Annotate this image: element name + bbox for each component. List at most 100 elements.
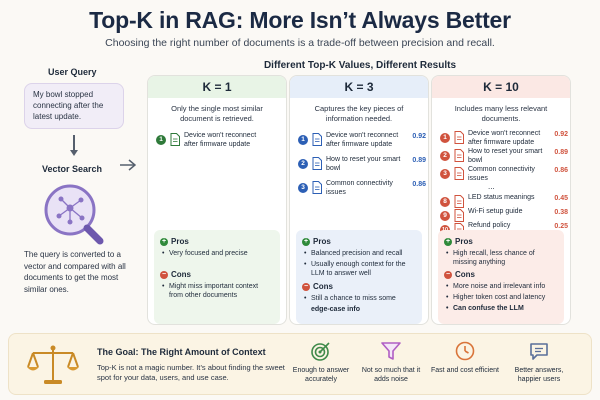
document-item: 9 Wi-Fi setup guide 0.38 [440,208,568,228]
minus-icon: − [160,270,168,279]
pros-heading: + Pros [302,237,331,246]
similarity-score: 0.89 [554,149,568,156]
rank-badge: 2 [298,159,308,169]
goal-title: The Goal: The Right Amount of Context [97,347,266,357]
document-title: How to reset your smart bowl [468,148,543,164]
document-icon [454,149,464,162]
pros-cons-panel: +Pros Very focused and precise −Cons Mig… [154,230,280,324]
document-list: 1 Device won't reconnect after firmware … [432,130,570,238]
page-title: Top-K in RAG: More Isn’t Always Better [89,7,511,33]
document-icon [312,133,322,146]
document-item: 3 Common connectivity issues 0.86 [298,180,426,200]
chat-icon [530,343,548,360]
funnel-icon [381,342,401,360]
rank-badge: 3 [440,169,450,179]
benefit-text: Enough to answer accurately [292,367,350,383]
cons-item: Can confuse the LLM [444,304,558,313]
user-query-label: User Query [48,67,97,77]
similarity-score: 0.25 [554,223,568,230]
document-title: Device won't reconnect after firmware up… [468,130,541,146]
benefit-item: Enough to answer accurately [285,340,357,384]
cons-item: More noise and irrelevant info [444,282,558,291]
rank-badge: 2 [440,151,450,161]
document-item: 1 Device won't reconnect after firmware … [156,132,284,152]
plus-icon: + [302,237,310,246]
plus-icon: + [444,237,452,246]
benefit-item: Better answers, happier users [503,340,575,384]
similarity-score: 0.92 [554,131,568,138]
document-icon [454,209,464,222]
ellipsis: ... [488,182,495,191]
similarity-score: 0.45 [554,195,568,202]
document-title: Device won't reconnect after firmware up… [184,132,257,148]
benefit-text: Not so much that it adds noise [361,367,421,383]
rank-badge: 1 [298,135,308,145]
rank-badge: 1 [440,133,450,143]
document-item: 1 Device won't reconnect after firmware … [440,130,568,150]
document-title: How to reset your smart bowl [326,156,401,172]
goal-description: Top-K is not a magic number. It’s about … [97,363,285,382]
magnifier-network-icon [44,184,104,245]
document-title: LED status meanings [468,194,535,201]
document-item: 2 How to reset your smart bowl 0.89 [440,148,568,168]
column-description: Includes many less relevant documents. [454,104,548,123]
page-subtitle: Choosing the right number of documents i… [105,37,495,49]
goal-panel: The Goal: The Right Amount of Context To… [8,333,592,395]
similarity-score: 0.92 [412,133,426,140]
document-item: 3 Common connectivity issues 0.86 [440,166,568,186]
benefit-item: Fast and cost efficient [429,340,501,375]
document-title: Common connectivity issues [468,166,535,182]
pros-item: Very focused and precise [160,249,274,258]
pros-item: High recall, less chance of missing anyt… [444,249,558,267]
benefit-text: Fast and cost efficient [431,367,499,374]
plus-icon: + [160,237,168,246]
target-icon [311,342,330,361]
document-icon [312,157,322,170]
similarity-score: 0.86 [412,181,426,188]
pros-cons-panel: +Pros High recall, less chance of missin… [438,230,564,324]
balance-scale-icon [27,345,79,384]
vector-search-label: Vector Search [42,164,103,174]
column-description: Captures the key pieces of information n… [314,104,404,123]
down-arrow-icon [70,135,77,156]
column-description: Only the single most similar document is… [171,104,263,123]
similarity-score: 0.38 [554,209,568,216]
rank-badge: 1 [156,135,166,145]
clock-icon [455,341,475,361]
pros-cons-panel: +Pros Balanced precision and recall Usua… [296,230,422,324]
column-title: K = 10 [432,76,570,98]
document-icon [454,131,464,144]
document-list: 1 Device won't reconnect after firmware … [148,130,286,238]
section-title: Different Top-K Values, Different Result… [263,60,457,71]
cons-item: Still a chance to miss some [302,294,416,303]
pros-heading: + Pros [160,237,189,246]
cons-item: Higher token cost and latency [444,293,558,302]
rank-badge: 3 [298,183,308,193]
cons-item: Might miss important context from other … [160,282,274,300]
rank-badge: 9 [440,211,450,221]
document-item: 1 Device won't reconnect after firmware … [298,132,426,152]
column-k1: K = 1 Only the single most similar docum… [147,75,287,325]
similarity-score: 0.86 [554,167,568,174]
right-arrow-icon [120,159,136,171]
benefit-text: Better answers, happier users [514,367,564,383]
cons-heading: − Cons [444,270,475,279]
document-icon [312,181,322,194]
document-title: Common connectivity issues [326,180,393,196]
pros-item: Balanced precision and recall [302,249,416,258]
column-title: K = 3 [290,76,428,98]
document-item: 8 LED status meanings 0.45 [440,194,568,214]
benefit-item: Not so much that it adds noise [355,340,427,384]
pros-item: Usually enough context for the LLM to an… [302,260,416,278]
document-title: Refund policy [468,222,511,229]
minus-icon: − [444,270,452,279]
user-query-box: My bowl stopped connecting after the lat… [24,83,124,129]
pros-heading: + Pros [444,237,473,246]
column-k3: K = 3 Captures the key pieces of informa… [289,75,429,325]
cons-heading: − Cons [160,270,191,279]
document-icon [454,195,464,208]
minus-icon: − [302,282,310,291]
document-title: Device won't reconnect after firmware up… [326,132,399,148]
column-k10: K = 10 Includes many less relevant docum… [431,75,571,325]
document-icon [454,167,464,180]
